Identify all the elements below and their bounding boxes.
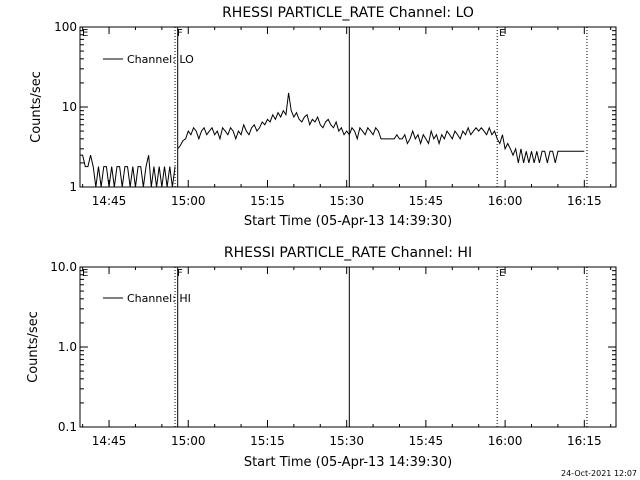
y-tick-label: 0.1 <box>58 420 77 434</box>
y-tick-label: 10 <box>62 100 77 114</box>
time-marker-label: E <box>82 28 88 39</box>
x-tick-label: 15:30 <box>329 194 364 208</box>
legend: Channel: LO <box>103 53 194 66</box>
lo-channel-panel: RHESSI PARTICLE_RATE Channel: LO Counts/… <box>29 5 617 229</box>
time-marker-label: F <box>177 268 183 279</box>
legend: Channel: HI <box>103 292 191 305</box>
axis-ticks: 14:45 15:00 15:15 15:30 15:45 16:00 16:15 0.1 1.… <box>50 260 616 448</box>
y-tick-label: 100 <box>54 20 77 34</box>
x-tick-label: 15:15 <box>250 194 285 208</box>
y-tick-label: 1.0 <box>58 340 77 354</box>
x-axis-label: Start Time (05-Apr-13 14:39:30) <box>244 214 452 229</box>
x-tick-label: 15:45 <box>409 434 444 448</box>
plot-frame <box>79 26 617 188</box>
axis-ticks: 14:45 15:00 15:15 15:30 15:45 16:00 16:15 1 10 10… <box>54 20 616 208</box>
time-marker-label: E <box>82 268 88 279</box>
time-marker-label: E <box>499 268 505 279</box>
hi-channel-panel: RHESSI PARTICLE_RATE Channel: HI Counts/… <box>26 245 617 470</box>
y-tick-label: 10.0 <box>50 260 77 274</box>
chart-title: RHESSI PARTICLE_RATE Channel: LO <box>222 5 474 21</box>
time-marker-label: E <box>499 28 505 39</box>
y-axis-label: Counts/sec <box>29 71 44 143</box>
series-line-channel-lo <box>177 92 585 164</box>
x-tick-label: 15:30 <box>329 434 364 448</box>
legend-label-channel-lo: Channel: LO <box>127 53 194 66</box>
time-marker-label: F <box>177 28 183 39</box>
plot-frame <box>79 266 617 428</box>
x-tick-label: 15:45 <box>409 194 444 208</box>
y-tick-label: 1 <box>69 180 77 194</box>
x-tick-label: 15:15 <box>250 434 285 448</box>
x-tick-label: 14:45 <box>92 434 127 448</box>
x-tick-label: 15:00 <box>171 194 206 208</box>
x-tick-label: 15:00 <box>171 434 206 448</box>
x-tick-label: 16:00 <box>488 194 523 208</box>
x-tick-label: 14:45 <box>92 194 127 208</box>
x-tick-label: 16:15 <box>567 434 602 448</box>
x-axis-label: Start Time (05-Apr-13 14:39:30) <box>244 455 452 470</box>
chart-title: RHESSI PARTICLE_RATE Channel: HI <box>224 245 472 261</box>
x-tick-label: 16:00 <box>488 434 523 448</box>
y-axis-label: Counts/sec <box>26 311 41 383</box>
x-tick-label: 16:15 <box>567 194 602 208</box>
generated-timestamp: 24-Oct-2021 12:07 <box>561 469 637 478</box>
legend-label-channel-hi: Channel: HI <box>127 292 191 305</box>
